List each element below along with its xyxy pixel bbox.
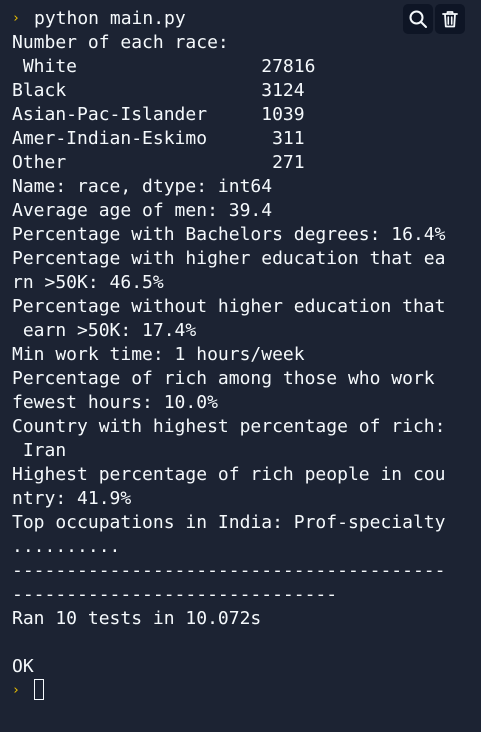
output-line: OK (12, 656, 34, 677)
output-line: Asian-Pac-Islander 1039 (12, 104, 305, 125)
output-line: Top occupations in India: Prof-specialty (12, 512, 446, 533)
output-line: ---------------------------------------- (12, 560, 446, 581)
output-line: ------------------------------ (12, 584, 338, 605)
output-line: Country with highest percentage of rich: (12, 416, 446, 437)
output-line: Iran (12, 440, 67, 461)
search-button[interactable] (403, 4, 433, 34)
output-line: fewest hours: 10.0% (12, 392, 218, 413)
output-line: Amer-Indian-Eskimo 311 (12, 128, 305, 149)
output-line: rn >50K: 46.5% (12, 272, 164, 293)
output-line: Other 271 (12, 152, 305, 173)
output-line: Black 3124 (12, 80, 305, 101)
output-line: earn >50K: 17.4% (12, 320, 197, 341)
output-line: Percentage with higher education that ea (12, 248, 446, 269)
output-line: .......... (12, 536, 121, 557)
active-prompt-line[interactable]: › (12, 679, 44, 703)
output-line: Percentage of rich among those who work (12, 368, 435, 389)
output-line: ntry: 41.9% (12, 488, 132, 509)
output-line: Highest percentage of rich people in cou (12, 464, 446, 485)
output-line: White 27816 (12, 56, 316, 77)
search-icon (409, 10, 427, 28)
command-text: python main.py (34, 8, 186, 29)
prompt-icon: › (12, 683, 20, 698)
output-line: Average age of men: 39.4 (12, 200, 273, 221)
text-cursor (34, 679, 44, 700)
prompt-icon: › (12, 11, 20, 26)
trash-icon (442, 11, 458, 28)
output-line: Number of each race: (12, 32, 229, 53)
terminal-toolbar (403, 4, 465, 34)
output-line: Name: race, dtype: int64 (12, 176, 273, 197)
output-line: Ran 10 tests in 10.072s (12, 608, 262, 629)
output-line: Percentage without higher education that (12, 296, 446, 317)
clear-terminal-button[interactable] (435, 4, 465, 34)
command-line: › python main.py (12, 7, 186, 31)
output-line: Percentage with Bachelors degrees: 16.4% (12, 224, 446, 245)
output-line: Min work time: 1 hours/week (12, 344, 305, 365)
